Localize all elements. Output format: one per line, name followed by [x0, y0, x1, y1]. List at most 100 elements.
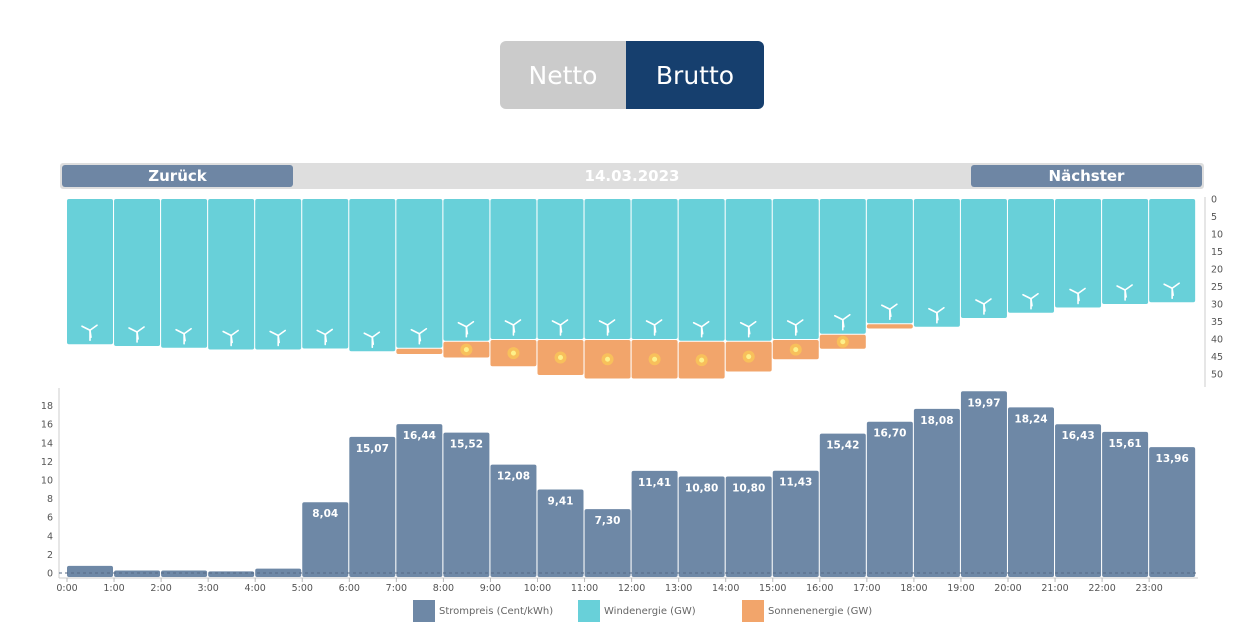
- sun-core: [558, 355, 563, 360]
- wind-bar: [302, 199, 349, 349]
- legend-label-sun: Sonnenenergie (GW): [768, 605, 873, 617]
- netto-brutto-toggle: Netto Brutto: [500, 41, 764, 109]
- price-bar: [819, 433, 866, 577]
- price-bar: [1008, 407, 1054, 577]
- price-bar: [913, 408, 960, 577]
- x-tick-label: 22:00: [1088, 583, 1115, 594]
- price-bar: [584, 509, 631, 577]
- bottom-y-tick-label: 14: [41, 438, 53, 449]
- wind-turbine-icon: [786, 319, 804, 336]
- x-tick-label: 23:00: [1135, 583, 1162, 594]
- wind-turbine-icon: [1116, 284, 1133, 301]
- wind-bar: [255, 199, 302, 350]
- bottom-y-tick-label: 18: [41, 401, 53, 412]
- legend-item-price[interactable]: Strompreis (Cent/kWh): [413, 600, 553, 622]
- x-tick-label: 19:00: [947, 583, 974, 594]
- sun-core: [793, 347, 799, 353]
- top-y-tick-label: 30: [1211, 300, 1223, 311]
- x-tick-label: 2:00: [150, 583, 171, 594]
- price-data-label: 12,08: [497, 471, 530, 483]
- price-data-label: 11,41: [638, 477, 671, 489]
- wind-bar: [443, 199, 490, 341]
- price-bar: [255, 568, 302, 577]
- x-tick-label: 6:00: [339, 583, 360, 594]
- sun-core: [510, 350, 516, 356]
- wind-bar: [1149, 199, 1196, 303]
- solar-bar: [396, 348, 443, 354]
- bottom-y-tick-label: 12: [41, 457, 53, 468]
- next-day-button[interactable]: Nächster: [971, 165, 1202, 187]
- top-y-tick-label: 10: [1211, 230, 1223, 241]
- wind-turbine-icon: [881, 303, 898, 321]
- wind-turbine-icon: [457, 320, 475, 338]
- x-tick-label: 16:00: [806, 583, 833, 594]
- price-data-label: 15,07: [356, 443, 389, 455]
- chart-legend: Strompreis (Cent/kWh) Windenergie (GW) S…: [0, 600, 1235, 624]
- wind-bar: [208, 199, 255, 350]
- price-data-label: 18,08: [920, 415, 953, 427]
- wind-bar: [490, 199, 537, 339]
- wind-bar: [631, 199, 678, 339]
- wind-bar: [772, 199, 819, 339]
- top-y-tick-label: 40: [1211, 335, 1223, 346]
- legend-swatch-price: [413, 600, 435, 622]
- price-data-label: 13,96: [1156, 453, 1189, 465]
- wind-turbine-icon: [222, 329, 239, 347]
- legend-swatch-wind: [578, 600, 600, 622]
- wind-turbine-icon: [1163, 282, 1180, 300]
- sun-core: [605, 356, 611, 362]
- solar-bar: [866, 324, 913, 329]
- current-date: 14.03.2023: [584, 167, 680, 185]
- x-tick-label: 20:00: [994, 583, 1021, 594]
- wind-bar: [1102, 199, 1149, 304]
- wind-turbine-icon: [1069, 287, 1086, 305]
- wind-bar: [161, 199, 208, 348]
- netto-button[interactable]: Netto: [500, 41, 626, 109]
- x-tick-label: 13:00: [665, 583, 692, 594]
- wind-bar: [1055, 199, 1102, 308]
- price-bar: [772, 470, 819, 577]
- brutto-button[interactable]: Brutto: [626, 41, 764, 109]
- wind-bar: [1008, 199, 1054, 313]
- legend-label-price: Strompreis (Cent/kWh): [439, 605, 554, 617]
- legend-swatch-sun: [742, 600, 764, 622]
- top-y-tick-label: 35: [1211, 317, 1223, 328]
- top-y-tick-label: 25: [1211, 282, 1223, 293]
- bottom-y-tick-label: 6: [47, 513, 53, 524]
- sun-core: [463, 347, 469, 353]
- wind-bar: [960, 199, 1007, 318]
- wind-bar: [537, 199, 584, 339]
- legend-item-sun[interactable]: Sonnenenergie (GW): [742, 600, 872, 622]
- price-data-label: 7,30: [595, 515, 621, 527]
- wind-turbine-icon: [645, 319, 663, 336]
- x-tick-label: 9:00: [480, 583, 501, 594]
- price-bar: [866, 421, 913, 577]
- x-tick-label: 15:00: [759, 583, 786, 594]
- price-data-label: 15,42: [826, 440, 859, 452]
- wind-turbine-icon: [316, 328, 334, 346]
- energy-price-chart: 0 5 10 15 20 25 30 35 40 45 50 0 2 4 6 8 10 12 14 16 18 8,04 1…: [41, 195, 1223, 595]
- wind-bar: [725, 199, 772, 341]
- sun-core: [699, 357, 705, 363]
- price-bar: [631, 470, 678, 577]
- wind-turbine-icon: [739, 320, 757, 338]
- x-tick-label: 3:00: [197, 583, 218, 594]
- price-data-label: 16,70: [873, 428, 906, 440]
- price-bar: [114, 570, 161, 577]
- price-bar: [537, 489, 584, 577]
- price-data-label: 16,44: [403, 430, 436, 442]
- bottom-y-tick-label: 2: [47, 550, 53, 561]
- price-data-label: 10,80: [685, 483, 718, 495]
- top-y-tick-label: 50: [1211, 370, 1223, 381]
- price-bar: [960, 391, 1007, 577]
- previous-day-button[interactable]: Zurück: [62, 165, 293, 187]
- x-tick-label: 1:00: [103, 583, 124, 594]
- legend-item-wind[interactable]: Windenergie (GW): [578, 600, 696, 622]
- wind-bar: [114, 199, 161, 346]
- price-bar: [443, 432, 490, 577]
- bottom-y-tick-label: 16: [41, 420, 53, 431]
- wind-turbine-icon: [81, 324, 98, 342]
- price-data-label: 16,43: [1061, 430, 1094, 442]
- top-y-tick-label: 0: [1211, 195, 1217, 206]
- bottom-y-tick-label: 8: [47, 494, 53, 505]
